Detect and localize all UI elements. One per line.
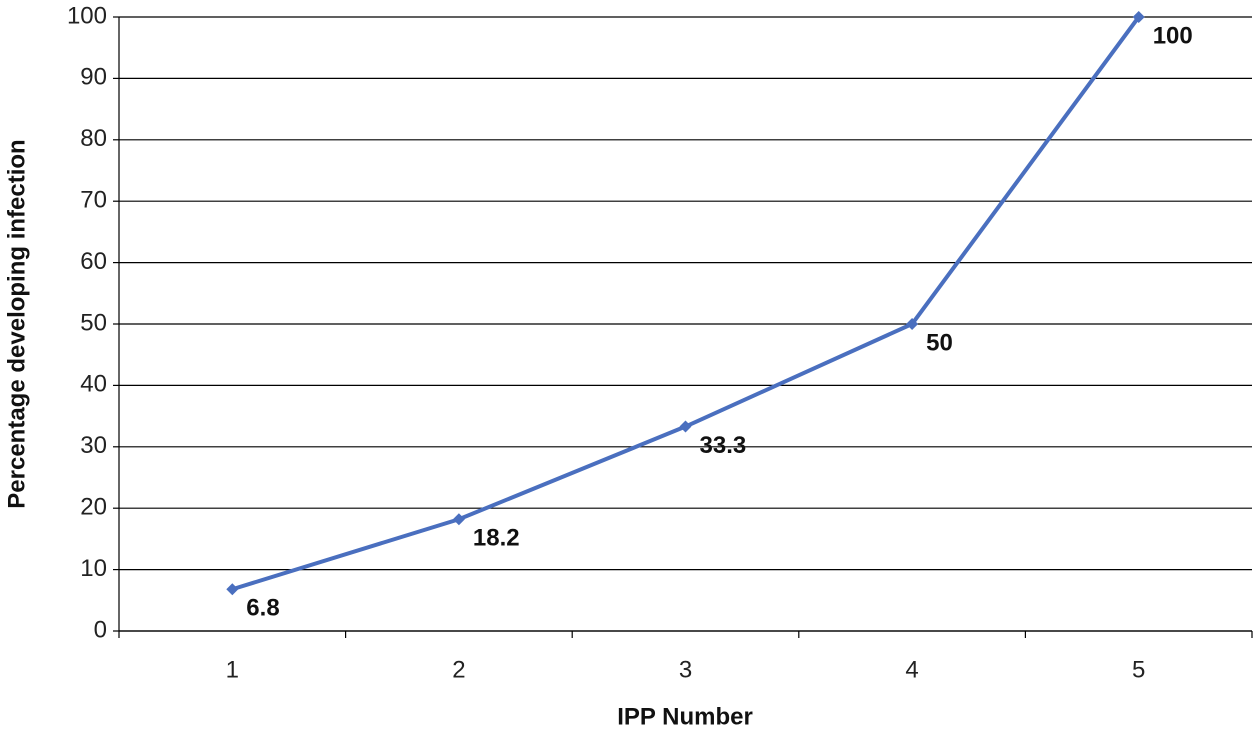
x-tick-label: 1 — [226, 656, 239, 683]
y-tick-label: 90 — [80, 64, 107, 91]
data-line — [231, 15, 1141, 592]
y-tick-label: 60 — [80, 248, 107, 275]
x-tick-label: 4 — [905, 656, 918, 683]
y-axis-title: Percentage developing infection — [3, 139, 30, 508]
data-marker — [226, 583, 239, 596]
y-tick-label: 20 — [80, 494, 107, 521]
data-label: 33.3 — [700, 432, 747, 459]
y-tick-label: 70 — [80, 187, 107, 214]
data-label: 6.8 — [246, 595, 279, 622]
y-tick-label: 10 — [80, 555, 107, 582]
data-marker — [1132, 11, 1145, 23]
data-marker — [906, 318, 919, 330]
y-tick-label: 0 — [94, 616, 107, 643]
x-tick-label: 5 — [1132, 656, 1145, 683]
y-tick-label: 40 — [80, 371, 107, 398]
data-label: 100 — [1153, 22, 1193, 49]
y-tick-label: 30 — [80, 432, 107, 459]
x-axis-title: IPP Number — [617, 703, 753, 730]
data-label: 50 — [926, 329, 953, 356]
data-marker — [452, 513, 465, 526]
y-tick-label: 50 — [80, 309, 107, 336]
data-label: 18.2 — [473, 525, 520, 552]
x-tick-label: 2 — [452, 656, 465, 683]
x-tick-label: 3 — [679, 656, 692, 683]
y-tick-label: 100 — [67, 2, 107, 29]
data-marker — [679, 420, 692, 433]
y-tick-label: 80 — [80, 125, 107, 152]
